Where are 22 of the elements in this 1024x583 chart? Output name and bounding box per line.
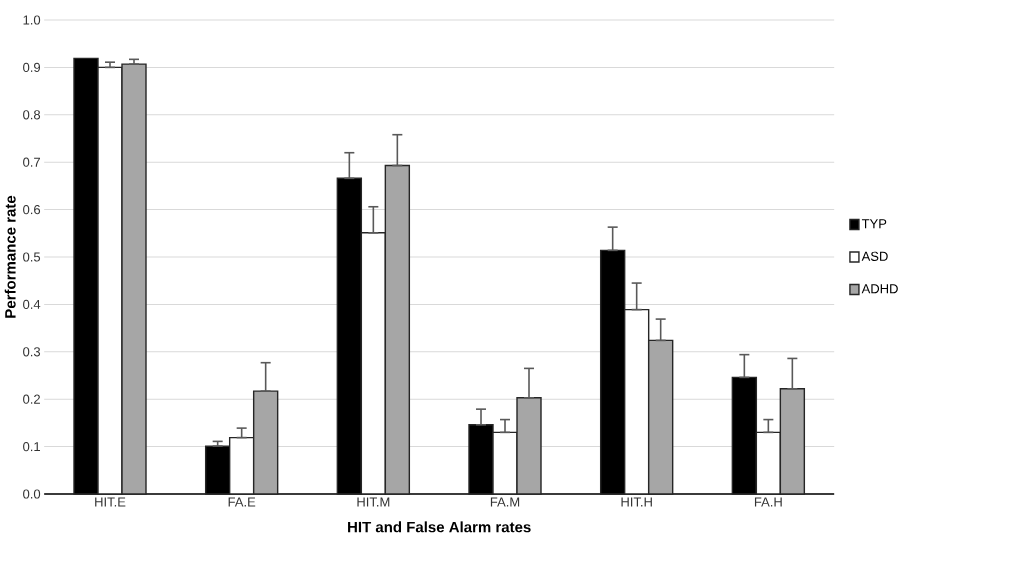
x-tick-label: HIT.M: [357, 497, 390, 507]
legend-label: ADHD: [861, 284, 898, 294]
legend-label: ASD: [861, 251, 888, 261]
x-tick-label: HIT.H: [621, 497, 652, 507]
y-tick-label: 0.3: [23, 347, 41, 357]
y-axis-title: Performance rate: [4, 195, 16, 318]
y-tick-label: 0.4: [23, 299, 41, 309]
x-tick-label: FA.M: [490, 497, 520, 507]
x-tick-label: HIT.E: [95, 497, 126, 507]
x-tick-label: FA.E: [228, 497, 256, 507]
y-tick-label: 0.2: [23, 394, 40, 404]
y-tick-label: 0.5: [23, 252, 41, 262]
y-tick-label: 0.7: [23, 157, 40, 167]
y-tick-label: 1.0: [23, 15, 41, 25]
y-tick-label: 0.8: [23, 110, 41, 120]
y-tick-label: 0.6: [23, 204, 41, 215]
legend-label: TYP: [861, 219, 887, 229]
y-tick-label: 0.1: [23, 441, 41, 452]
y-tick-label: 0.0: [23, 489, 41, 499]
x-axis-title: HIT and False Alarm rates: [348, 521, 531, 533]
y-tick-label: 0.9: [23, 62, 41, 72]
x-tick-label: FA.H: [754, 497, 782, 507]
